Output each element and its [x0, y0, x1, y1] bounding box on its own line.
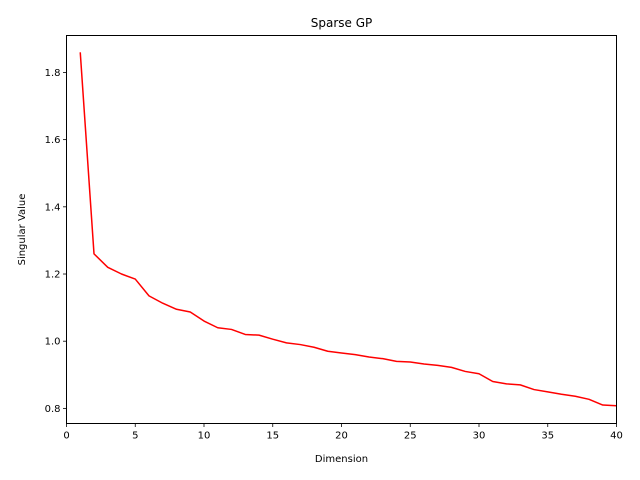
y-tick-label: 0.8 — [45, 404, 61, 415]
y-axis-label: Singular Value — [17, 194, 28, 266]
chart-title: Sparse GP — [311, 16, 373, 30]
x-axis-label: Dimension — [315, 454, 368, 465]
x-tick-label: 40 — [610, 431, 623, 442]
series-layer — [79, 52, 617, 407]
y-tick-label: 1.0 — [45, 337, 61, 348]
x-tick-label: 30 — [473, 431, 486, 442]
y-tick-label: 1.6 — [45, 135, 61, 146]
x-tick-label: 35 — [541, 431, 554, 442]
x-tick-label: 20 — [335, 431, 348, 442]
x-tick-label: 5 — [132, 431, 138, 442]
x-axis: 0 5 10 15 20 25 30 35 40 — [63, 423, 623, 442]
x-tick-label: 25 — [404, 431, 417, 442]
y-tick-label: 1.4 — [45, 202, 61, 213]
y-axis: 0.8 1.0 1.2 1.4 1.6 1.8 — [45, 68, 67, 415]
plot-area — [66, 35, 617, 424]
x-tick-label: 10 — [198, 431, 211, 442]
y-tick-label: 1.2 — [45, 270, 61, 281]
x-tick-label: 0 — [63, 431, 69, 442]
x-tick-label: 15 — [266, 431, 279, 442]
series-line — [79, 52, 617, 407]
y-tick-label: 1.8 — [45, 68, 61, 79]
